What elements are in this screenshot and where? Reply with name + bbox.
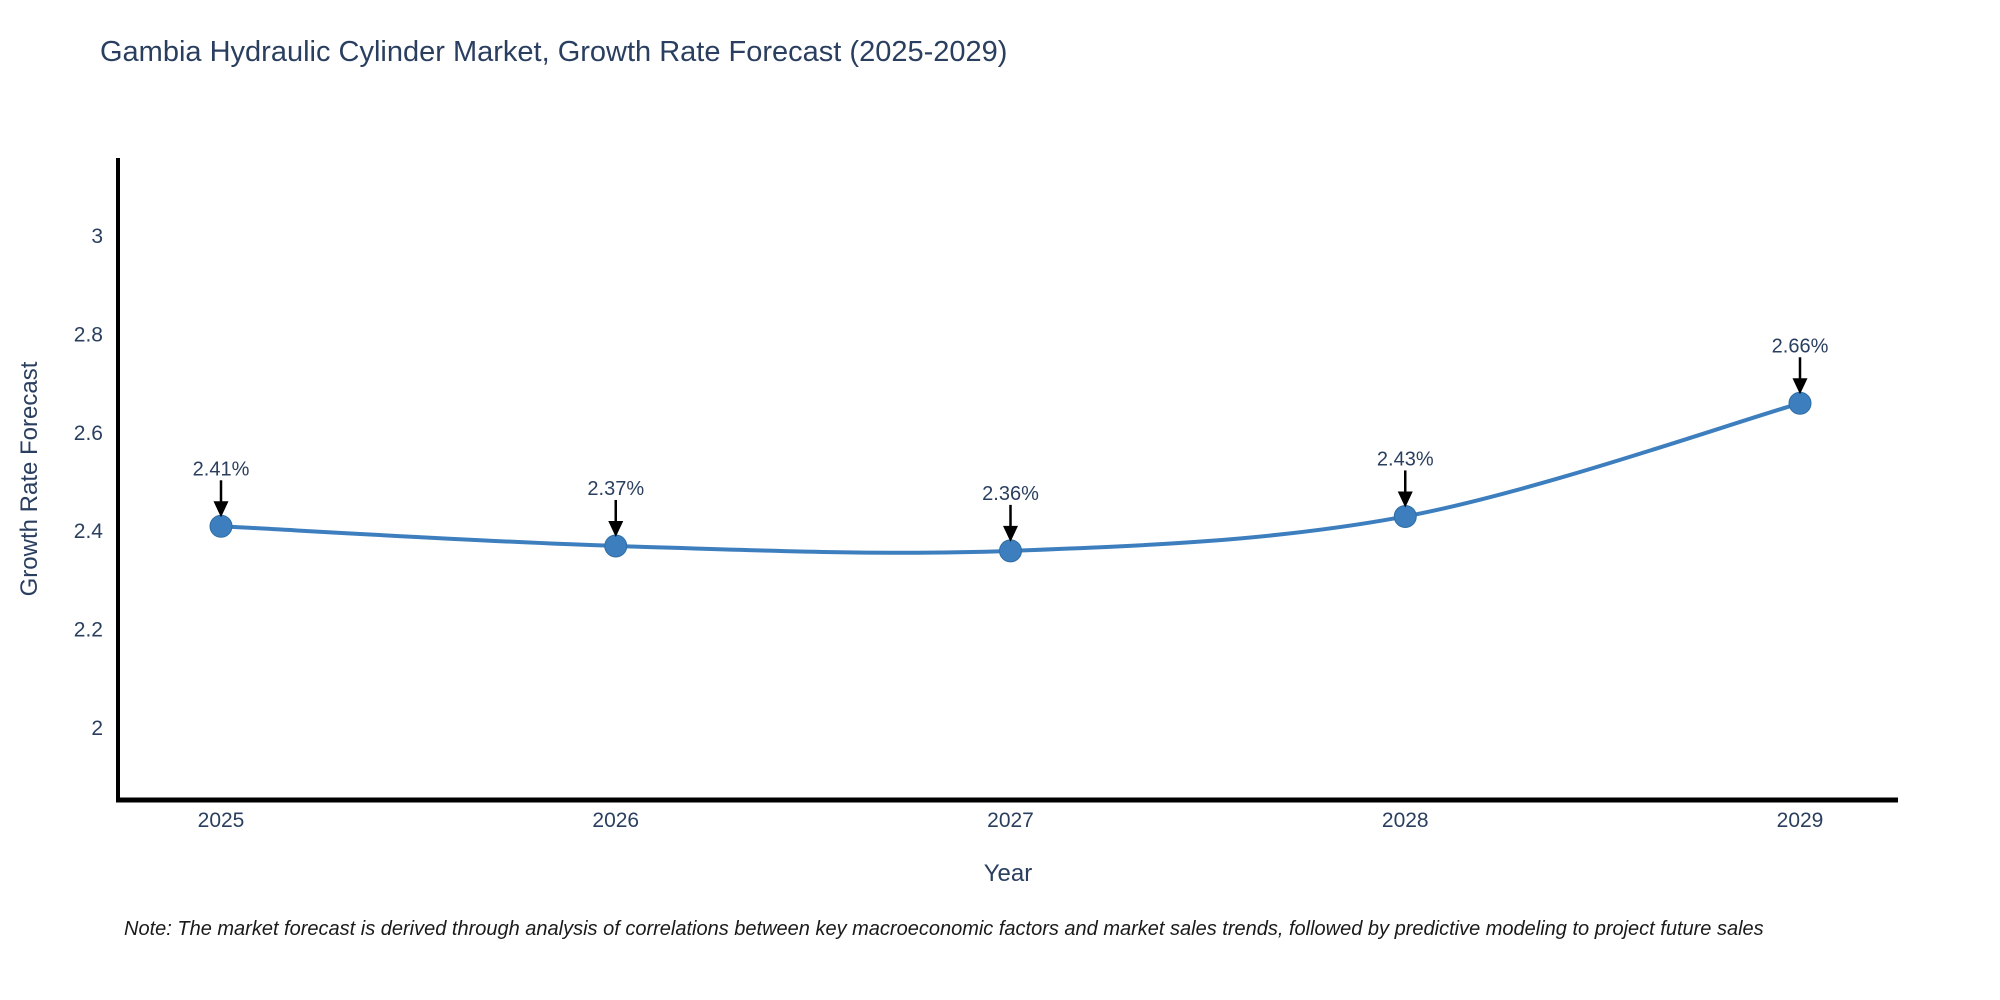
chart-title: Gambia Hydraulic Cylinder Market, Growth… <box>100 36 1008 68</box>
x-tick-label: 2027 <box>987 809 1034 832</box>
x-axis-title: Year <box>983 860 1033 887</box>
data-point[interactable] <box>604 534 628 558</box>
point-annotation: 2.41% <box>193 458 250 480</box>
data-point[interactable] <box>999 539 1022 563</box>
point-annotation: 2.36% <box>982 483 1039 505</box>
data-point[interactable] <box>1393 504 1417 528</box>
y-tick-label: 2.2 <box>74 619 103 642</box>
annotation-arrow-head <box>608 520 624 537</box>
annotation-arrow-head <box>1003 525 1018 542</box>
point-annotation: 2.66% <box>1772 335 1829 357</box>
x-tick-label: 2025 <box>198 809 245 832</box>
y-axis-title: Growth Rate Forecast <box>16 361 43 597</box>
x-tick-label: 2029 <box>1777 809 1824 832</box>
point-annotation: 2.43% <box>1377 448 1434 470</box>
x-tick-label: 2026 <box>592 809 639 832</box>
annotation-arrow-head <box>1397 491 1413 508</box>
annotation-arrow-head <box>213 501 229 518</box>
x-tick-label: 2028 <box>1382 809 1429 832</box>
y-tick-label: 2.6 <box>74 422 103 445</box>
annotation-arrow-head <box>1792 378 1808 395</box>
footnote: Note: The market forecast is derived thr… <box>124 918 1764 940</box>
y-tick-label: 2 <box>91 717 103 740</box>
y-tick-label: 2.8 <box>74 323 103 346</box>
y-tick-label: 3 <box>91 225 103 248</box>
data-point[interactable] <box>209 514 233 538</box>
data-point[interactable] <box>1788 391 1812 415</box>
y-tick-label: 2.4 <box>74 520 104 543</box>
point-annotation: 2.37% <box>587 478 644 500</box>
